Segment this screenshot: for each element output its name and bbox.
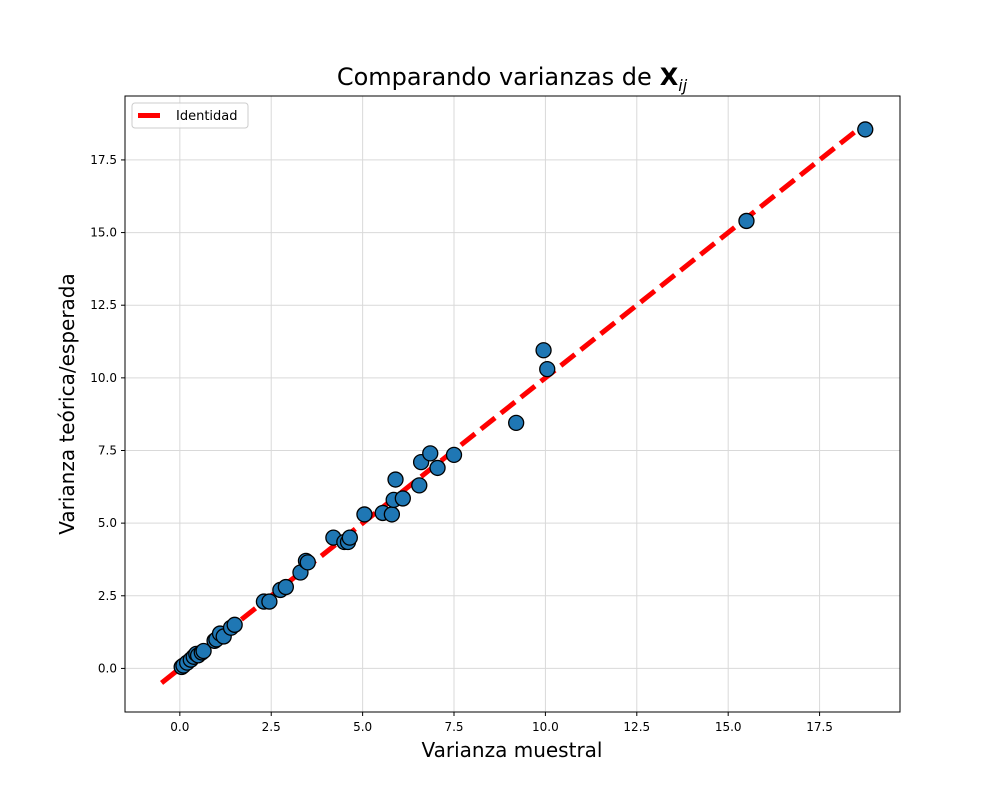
- chart-title-math-subscript: ij: [678, 76, 687, 95]
- chart-title: Comparando varianzas de Xij: [337, 63, 688, 95]
- scatter-point: [738, 212, 755, 230]
- scatter-point: [857, 121, 874, 138]
- chart-title-math-base: X: [660, 63, 679, 91]
- y-tick-label: 12.5: [90, 298, 117, 312]
- y-tick-label: 7.5: [98, 443, 117, 457]
- scatter-point: [387, 471, 404, 488]
- axes-frame: [124, 95, 901, 713]
- scatter-point: [411, 477, 428, 494]
- y-axis-label: Varianza teórica/esperada: [55, 273, 79, 535]
- scatter-point: [356, 506, 373, 523]
- scatter-point: [299, 554, 316, 571]
- x-tick-label: 15.0: [715, 720, 742, 734]
- grid-lines: [125, 96, 900, 712]
- legend: Identidad: [131, 102, 249, 129]
- scatter-point: [195, 642, 212, 660]
- x-tick-label: 10.0: [532, 720, 559, 734]
- scatter-point: [535, 342, 552, 359]
- x-tick-label: 12.5: [623, 720, 650, 734]
- scatter-point: [277, 578, 294, 596]
- scatter-point: [341, 529, 358, 546]
- scatter-points: [173, 121, 874, 676]
- y-tick-label: 10.0: [90, 371, 117, 385]
- x-tick-label: 17.5: [806, 720, 833, 734]
- x-ticks: 0.0 2.5 5.0 7.5 10.0 12.5 15.0 17.5: [170, 712, 833, 734]
- x-tick-label: 0.0: [170, 720, 189, 734]
- x-axis-label: Varianza muestral: [422, 738, 603, 762]
- scatter-point: [261, 593, 278, 610]
- scatter-point: [429, 459, 446, 477]
- scatter-point: [394, 490, 411, 507]
- y-tick-label: 5.0: [98, 516, 117, 530]
- x-tick-label: 7.5: [444, 720, 463, 734]
- scatter-point: [383, 506, 401, 523]
- y-ticks: 0.0 2.5 5.0 7.5 10.0 12.5 15.0 17.5: [90, 153, 125, 675]
- legend-identity-label: Identidad: [176, 109, 238, 124]
- scatter-point: [539, 360, 556, 378]
- chart-title-text: Comparando varianzas de: [337, 63, 652, 91]
- plot-area: [160, 121, 874, 685]
- scatter-point: [226, 616, 243, 633]
- scatter-point: [445, 446, 463, 463]
- scatter-point: [422, 445, 439, 462]
- y-tick-label: 2.5: [98, 589, 117, 603]
- y-tick-label: 17.5: [90, 153, 117, 167]
- y-tick-label: 0.0: [98, 661, 117, 675]
- x-tick-label: 5.0: [353, 720, 372, 734]
- y-tick-label: 15.0: [90, 226, 117, 240]
- x-tick-label: 2.5: [262, 720, 281, 734]
- legend-box: [131, 102, 249, 129]
- scatter-point: [508, 414, 525, 432]
